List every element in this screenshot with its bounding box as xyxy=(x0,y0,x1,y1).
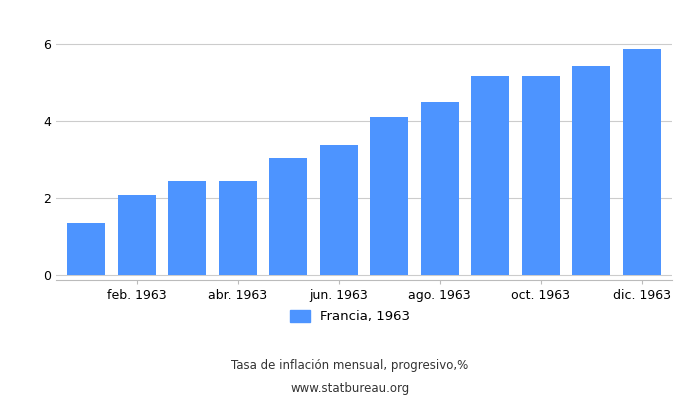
Bar xyxy=(320,145,358,275)
Bar xyxy=(370,117,408,275)
Text: Tasa de inflación mensual, progresivo,%: Tasa de inflación mensual, progresivo,% xyxy=(232,360,468,372)
Bar xyxy=(67,223,105,275)
Bar xyxy=(219,182,257,275)
Bar xyxy=(421,102,458,275)
Legend: Francia, 1963: Francia, 1963 xyxy=(290,310,410,324)
Bar xyxy=(522,76,560,275)
Bar xyxy=(118,196,155,275)
Bar xyxy=(623,49,661,275)
Bar xyxy=(270,158,307,275)
Bar xyxy=(471,76,509,275)
Bar xyxy=(168,182,206,275)
Bar xyxy=(573,66,610,275)
Text: www.statbureau.org: www.statbureau.org xyxy=(290,382,410,395)
